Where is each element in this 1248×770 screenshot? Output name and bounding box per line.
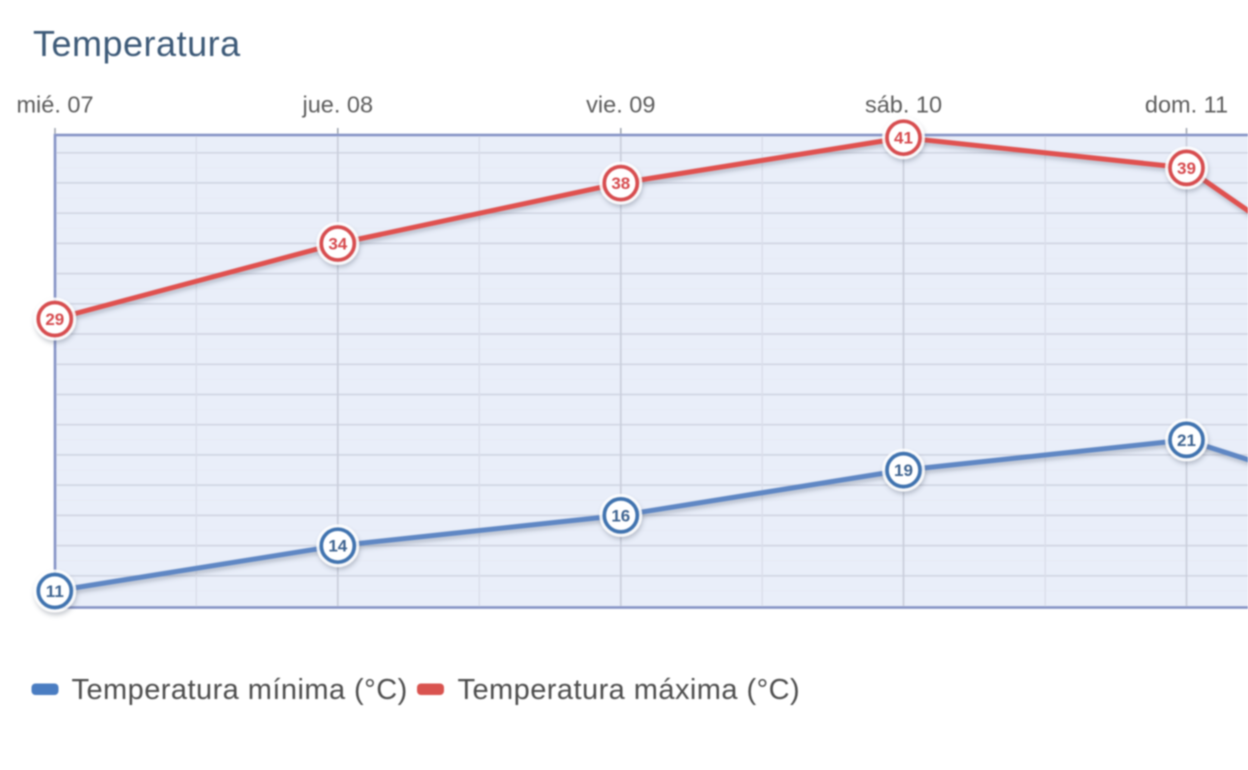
svg-text:11: 11 bbox=[46, 582, 64, 601]
svg-text:21: 21 bbox=[1177, 431, 1196, 450]
svg-text:38: 38 bbox=[611, 174, 630, 193]
svg-text:34: 34 bbox=[328, 235, 347, 254]
svg-text:39: 39 bbox=[1177, 159, 1196, 178]
svg-text:vie. 09: vie. 09 bbox=[586, 92, 655, 118]
svg-text:19: 19 bbox=[894, 461, 913, 480]
svg-text:Temperatura mínima (°C): Temperatura mínima (°C) bbox=[72, 674, 408, 706]
svg-text:16: 16 bbox=[611, 506, 630, 525]
svg-text:29: 29 bbox=[45, 310, 64, 329]
svg-text:sáb. 10: sáb. 10 bbox=[865, 92, 942, 118]
svg-text:14: 14 bbox=[328, 537, 347, 556]
svg-text:jue. 08: jue. 08 bbox=[302, 92, 374, 118]
svg-text:Temperatura: Temperatura bbox=[33, 23, 241, 64]
svg-text:mié. 07: mié. 07 bbox=[16, 92, 93, 118]
svg-text:41: 41 bbox=[894, 129, 913, 148]
svg-text:Temperatura máxima (°C): Temperatura máxima (°C) bbox=[458, 674, 801, 706]
svg-text:dom. 11: dom. 11 bbox=[1145, 92, 1228, 118]
